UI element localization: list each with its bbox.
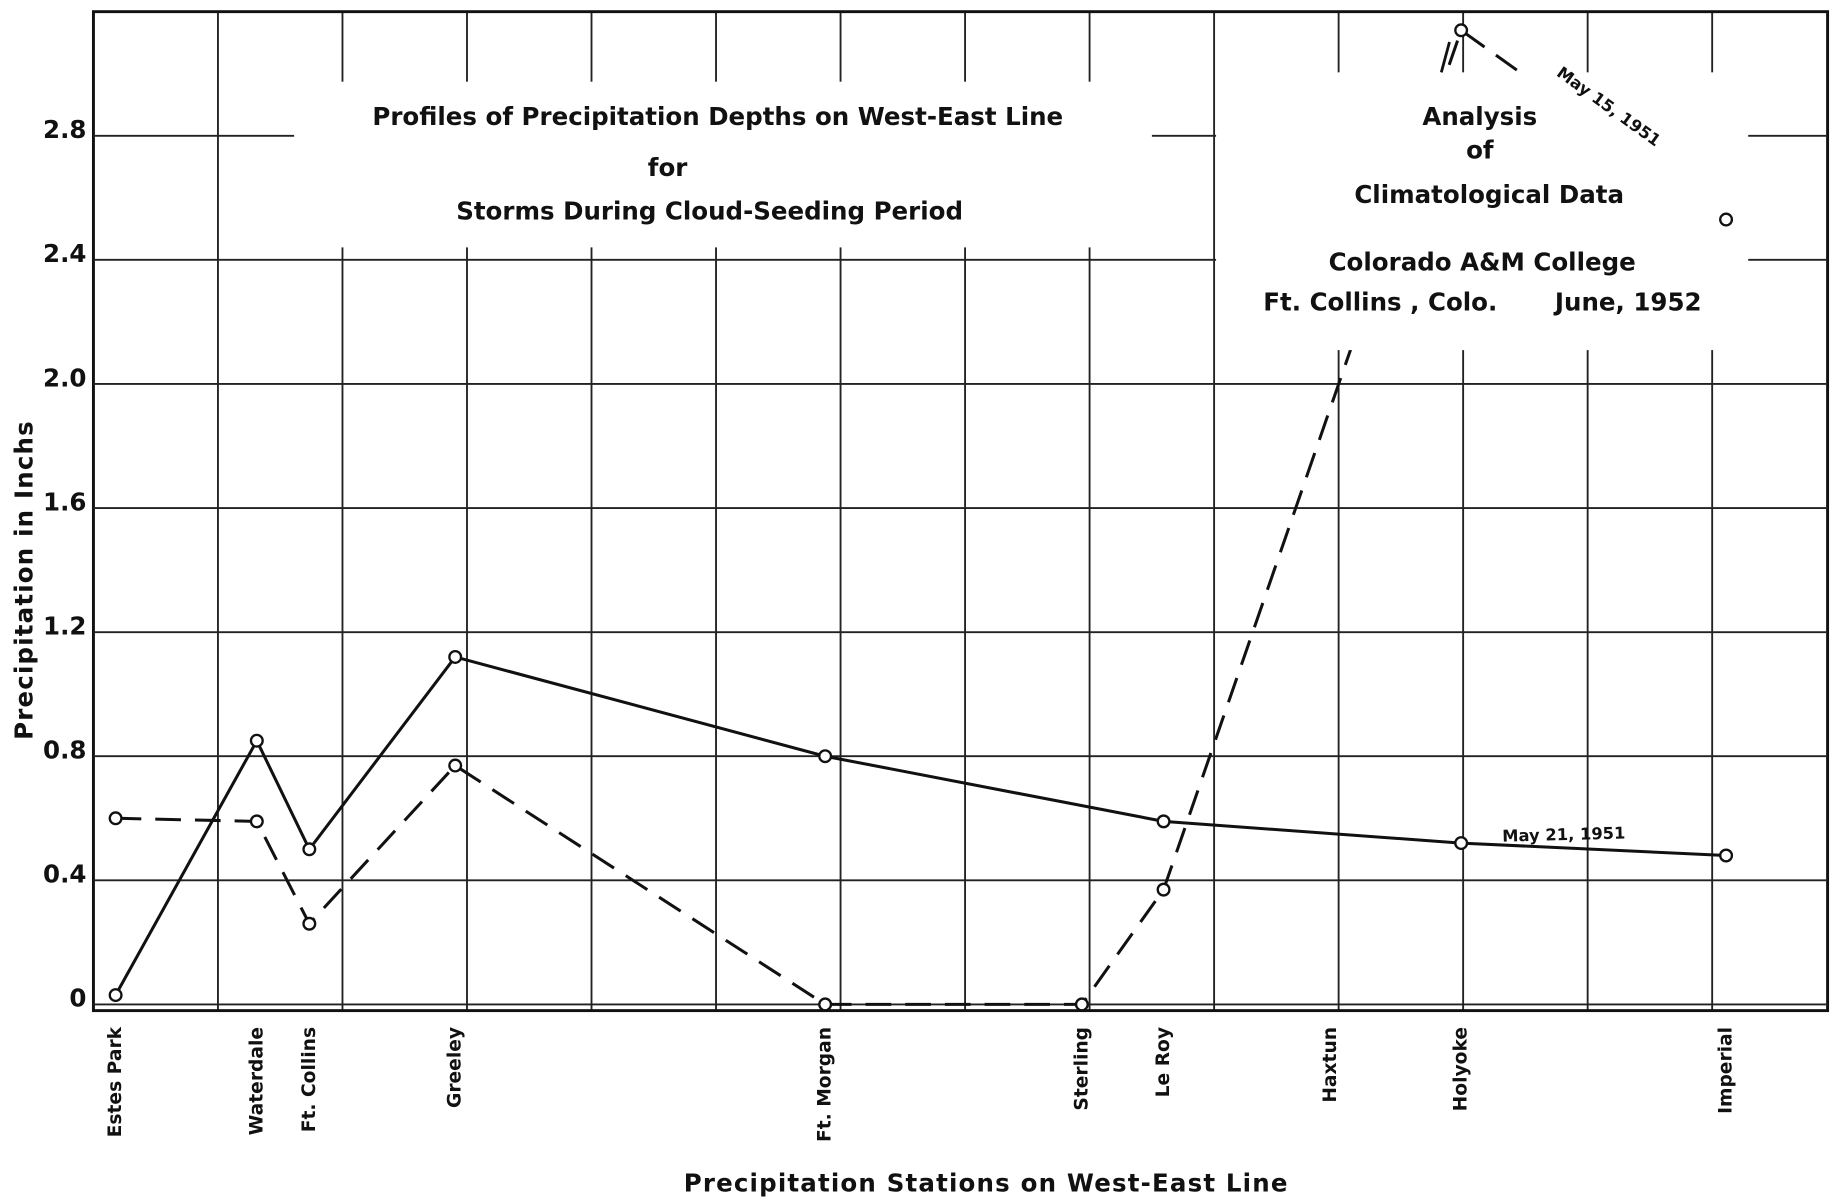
annotation: Colorado A&M College — [1329, 248, 1636, 277]
y-tick-label: 2.8 — [43, 115, 86, 144]
data-point — [1454, 836, 1469, 851]
x-axis-label: Precipitation Stations on West-East Line — [684, 1168, 1289, 1197]
data-point — [1719, 212, 1734, 227]
series-label: May 21, 1951 — [1502, 823, 1626, 845]
x-tick-label: Le Roy — [1153, 1027, 1174, 1097]
data-point — [818, 749, 833, 764]
y-tick-label: 2.4 — [43, 239, 86, 268]
note-box — [1216, 72, 1749, 351]
data-point — [1074, 997, 1089, 1012]
x-tick-label: Waterdale — [246, 1027, 267, 1135]
data-point — [249, 733, 264, 748]
x-tick-label: Estes Park — [105, 1026, 126, 1137]
annotation: of — [1466, 136, 1494, 165]
y-tick-label: 0 — [69, 984, 86, 1013]
plot-frame — [91, 10, 1830, 1013]
x-tick-label: Ft. Morgan — [815, 1027, 836, 1142]
y-tick-label: 0.8 — [43, 736, 86, 765]
data-point — [249, 814, 264, 829]
data-point — [1156, 814, 1171, 829]
y-axis-label: Precipitation in Inchs — [10, 420, 39, 740]
data-point — [108, 811, 123, 826]
data-point — [302, 842, 317, 857]
y-tick-label: 1.2 — [43, 611, 86, 640]
chart-subtitle: for — [648, 153, 688, 182]
annotation-leader — [1439, 41, 1451, 73]
y-tick-label: 1.6 — [43, 487, 86, 516]
x-tick-label: Sterling — [1071, 1027, 1092, 1111]
y-tick-label: 0.4 — [43, 860, 86, 889]
series-line — [114, 655, 1727, 996]
data-point — [1156, 882, 1171, 897]
x-tick-label: Imperial — [1716, 1027, 1737, 1114]
annotation: June, 1952 — [1553, 287, 1702, 316]
data-point — [818, 997, 833, 1012]
data-point — [302, 916, 317, 931]
x-tick-label: Greeley — [445, 1027, 466, 1108]
x-tick-label: Haxtun — [1320, 1027, 1341, 1103]
annotation: Ft. Collins , Colo. — [1263, 287, 1497, 316]
x-tick-label: Holyoke — [1451, 1027, 1472, 1111]
data-point — [108, 988, 123, 1003]
title-box — [294, 81, 1152, 248]
annotation: Climatological Data — [1354, 180, 1624, 209]
chart-subtitle: Storms During Cloud-Seeding Period — [456, 196, 963, 225]
y-tick-label: 2.0 — [43, 363, 86, 392]
data-point — [1719, 848, 1734, 863]
x-tick-label: Ft. Collins — [299, 1027, 320, 1132]
chart-title: Profiles of Precipitation Depths on West… — [372, 102, 1063, 131]
data-point — [448, 758, 463, 773]
data-point — [1454, 23, 1469, 38]
data-point — [448, 649, 463, 664]
annotation: Analysis — [1422, 102, 1537, 131]
